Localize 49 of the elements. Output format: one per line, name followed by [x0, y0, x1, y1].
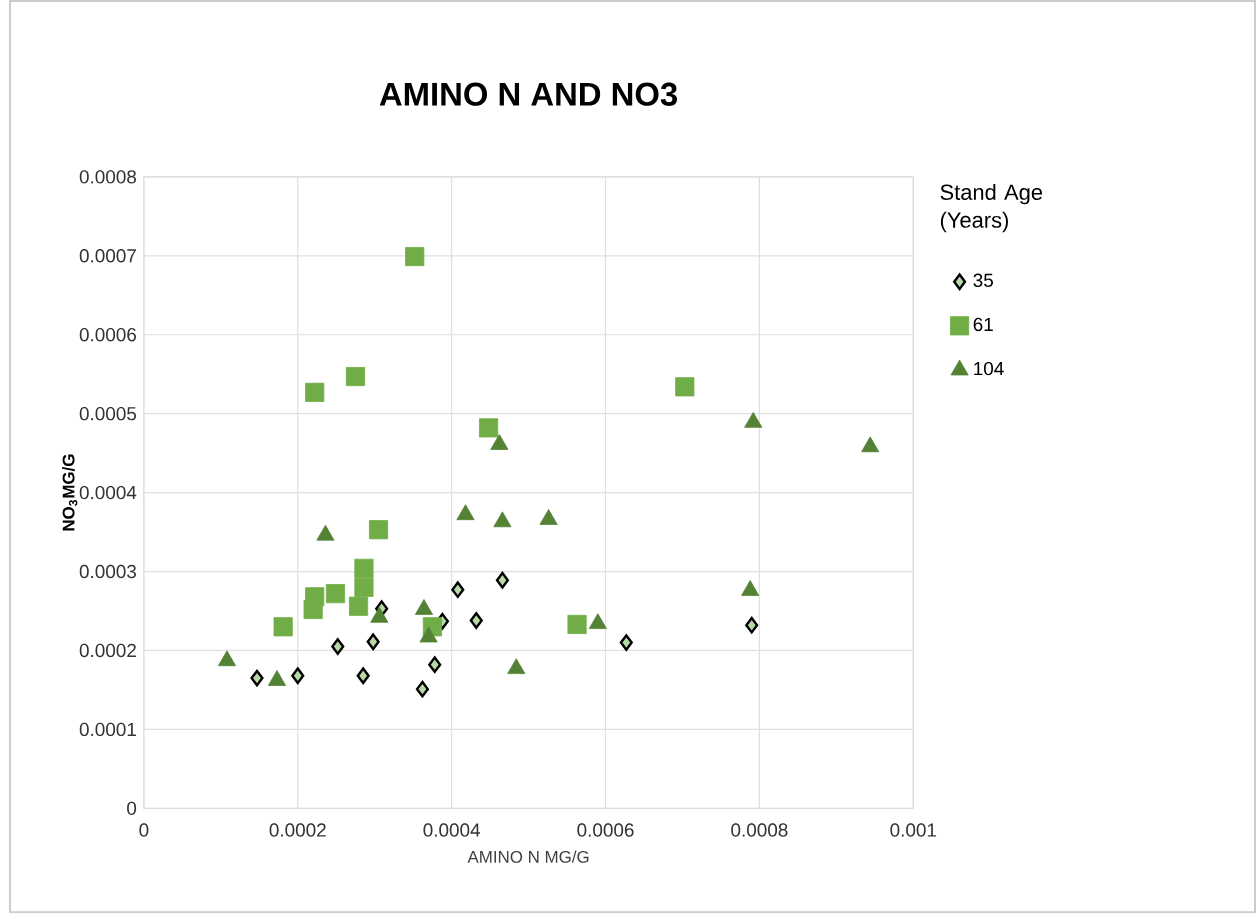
point — [345, 366, 366, 386]
y-tick-label: 0.0008 — [79, 170, 137, 184]
point — [250, 669, 264, 687]
point — [675, 377, 695, 397]
x-tick-label: 0.0002 — [269, 823, 326, 837]
point — [291, 667, 305, 684]
y-tick-label: 0.0006 — [79, 327, 137, 342]
x-tick-label: 0.0006 — [577, 823, 634, 837]
chart-title: AMINO N AND NO3 — [379, 82, 678, 106]
point — [428, 656, 442, 673]
point — [303, 599, 323, 619]
point — [619, 634, 633, 651]
point — [405, 246, 425, 267]
x-tick-label: 0.001 — [890, 823, 937, 837]
y-axis-title: NO$_{3}$MG/G — [62, 454, 78, 531]
point — [369, 520, 389, 540]
point — [495, 571, 510, 589]
point — [415, 680, 429, 698]
point — [469, 611, 483, 629]
point — [331, 638, 345, 655]
legend-label: 61 — [973, 317, 993, 332]
x-tick-label: 0.0008 — [731, 823, 788, 837]
point — [745, 616, 759, 634]
legend-label: 35 — [973, 273, 993, 287]
y-tick-label: 0 — [127, 801, 137, 815]
point — [325, 583, 346, 604]
x-axis-title: AMINO N MG/G — [467, 850, 589, 863]
y-tick-label: 0.0001 — [79, 722, 136, 736]
point — [567, 614, 587, 634]
point — [305, 382, 325, 402]
point — [349, 596, 369, 616]
y-tick-label: 0.0007 — [79, 248, 136, 263]
y-tick-label: 0.0002 — [79, 643, 136, 658]
point — [861, 436, 880, 453]
point — [356, 667, 370, 684]
point — [493, 511, 512, 528]
point — [479, 418, 499, 438]
point — [354, 558, 374, 578]
point — [354, 577, 374, 597]
point — [451, 581, 465, 598]
legend-title: Stand Age (Years) — [940, 183, 1043, 233]
x-tick-label: 0.0004 — [423, 823, 481, 837]
x-tick-label: 0 — [139, 823, 149, 837]
legend-label: 104 — [974, 361, 1004, 376]
point — [273, 617, 293, 637]
y-tick-label: 0.0005 — [79, 406, 137, 421]
y-tick-label: 0.0003 — [79, 564, 137, 579]
point — [366, 633, 380, 651]
y-tick-label: 0.0004 — [79, 485, 137, 500]
